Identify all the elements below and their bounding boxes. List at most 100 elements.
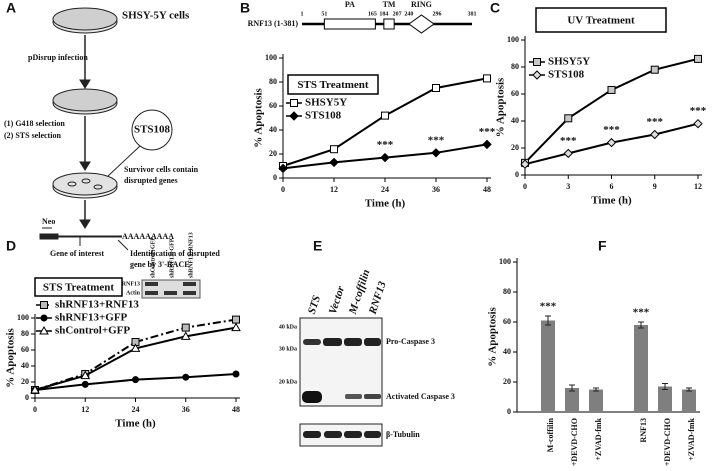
panel-letter: B	[240, 0, 250, 16]
legend-label: STS108	[305, 110, 342, 122]
schematic	[39, 7, 173, 251]
schematic-text: Identification of disrupted	[130, 249, 220, 258]
x-tick-label: 24	[132, 405, 140, 414]
panel-letter: D	[6, 238, 16, 254]
band	[302, 391, 322, 403]
marker	[432, 84, 440, 92]
significance: ***	[633, 307, 650, 319]
y-tick-label: 80	[21, 329, 29, 338]
schematic-text: STS108	[134, 124, 171, 136]
band-label: Pro-Caspase 3	[386, 337, 435, 346]
lane-label: RNF13	[367, 280, 389, 317]
error-bar	[662, 383, 668, 390]
band	[364, 431, 381, 438]
y-tick-label: 20	[269, 149, 277, 158]
lane-label: STS	[306, 294, 323, 316]
x-tick-label: 24	[381, 185, 389, 194]
schematic-text: pDisrup infection	[28, 53, 88, 62]
bar	[634, 325, 648, 412]
significance: ***	[428, 134, 445, 146]
y-tick-label: 0	[507, 407, 511, 416]
marker	[290, 99, 298, 107]
y-tick-label: 60	[269, 101, 277, 110]
bar	[541, 320, 555, 412]
band	[345, 394, 362, 399]
error-bar	[569, 384, 575, 392]
marker	[180, 331, 191, 340]
arrow-head	[79, 219, 91, 229]
marker	[330, 145, 338, 154]
colony	[81, 178, 91, 184]
arrow-head	[79, 161, 91, 171]
dish	[52, 7, 118, 31]
marker	[694, 54, 702, 63]
x-tick-label: 0	[281, 185, 285, 194]
chart-title: STS Treatment	[297, 79, 369, 91]
x-tick-label: 6	[610, 182, 614, 191]
marker	[30, 384, 40, 394]
x-tick-label: 12	[330, 185, 338, 194]
marker	[232, 315, 240, 324]
domain	[383, 18, 395, 30]
y-axis-label: % Apoptosis	[487, 306, 499, 366]
pointer	[117, 239, 129, 251]
significance: ***	[377, 139, 394, 151]
marker	[182, 373, 190, 381]
neo-bar	[39, 233, 59, 240]
chart-title: STS Treatment	[43, 282, 115, 294]
significance: ***	[540, 301, 557, 313]
x-tick-label: 36	[432, 185, 440, 194]
x-tick-label: 3	[566, 182, 570, 191]
panel-letter: A	[6, 0, 16, 16]
marker	[606, 137, 617, 148]
marker	[564, 114, 573, 123]
marker	[483, 74, 491, 83]
significance: ***	[647, 116, 664, 128]
error-bar	[638, 321, 644, 329]
domain-name: PA	[345, 0, 355, 9]
marker-label: 20 kDa	[279, 379, 297, 385]
x-tick-label: +ZVAD-fmk	[594, 417, 603, 460]
band-label: β-Tubulin	[386, 430, 420, 439]
x-tick-label: +ZVAD-fmk	[687, 417, 696, 460]
y-tick-label: 100	[499, 257, 511, 266]
title-box	[535, 7, 667, 33]
x-tick-label: M-coffilin	[546, 417, 555, 452]
marker	[431, 148, 441, 158]
significance: ***	[690, 105, 707, 117]
y-tick-label: 20	[503, 377, 511, 386]
marker	[607, 85, 616, 94]
western-blot	[299, 317, 383, 447]
y-tick-label: 60	[503, 317, 511, 326]
marker	[130, 343, 141, 352]
band	[303, 339, 321, 345]
panel-letter: C	[490, 0, 500, 16]
y-tick-label: 0	[273, 173, 277, 182]
x-tick-label: 12	[81, 405, 89, 414]
x-tick-label: 9	[653, 182, 657, 191]
legend-label: shRNF13+RNF13	[55, 299, 139, 311]
panel-letter: F	[598, 238, 607, 254]
marker-label: 30 kDa	[279, 346, 297, 352]
x-axis-label: Time (h)	[365, 198, 406, 210]
y-axis-label: % Apoptosis	[495, 77, 507, 137]
marker	[231, 322, 241, 332]
inset-band	[145, 282, 158, 286]
chart-title: UV Treatment	[567, 15, 635, 27]
diagram-position: 240	[404, 11, 413, 17]
marker	[520, 159, 530, 169]
legend-label: shRNF13+GFP	[55, 312, 128, 324]
y-tick-label: 20	[21, 377, 29, 386]
x-tick-label: +DEVD-CHO	[663, 418, 672, 466]
y-tick-label: 60	[511, 89, 519, 98]
band	[323, 338, 342, 346]
domain	[408, 14, 435, 34]
y-tick-label: 40	[503, 347, 511, 356]
x-tick-label: 0	[33, 405, 37, 414]
inset-column: shControl+GFP	[150, 237, 156, 278]
diagram-position: 51	[321, 11, 327, 17]
y-tick-label: 60	[21, 345, 29, 354]
schematic-text: (1) G418 selection	[4, 119, 65, 128]
bar	[589, 389, 603, 412]
error-bar	[545, 315, 551, 326]
